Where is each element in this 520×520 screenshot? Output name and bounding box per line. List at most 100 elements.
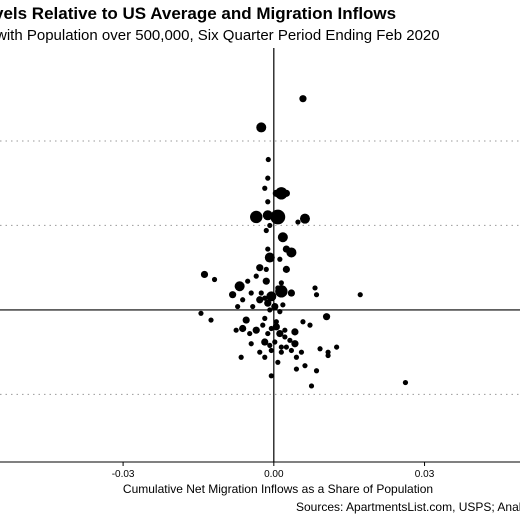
x-tick-label-0: -0.03 <box>112 469 135 480</box>
scatter-point-43 <box>256 296 264 304</box>
scatter-point-26 <box>245 278 251 284</box>
scatter-point-91 <box>293 354 300 360</box>
scatter-point-38 <box>266 291 277 302</box>
chart-title: vels Relative to US Average and Migratio… <box>0 4 397 23</box>
scatter-point-16 <box>277 232 288 243</box>
scatter-point-58 <box>322 313 331 321</box>
scatter-point-51 <box>277 309 283 315</box>
scatter-point-65 <box>282 327 288 333</box>
scatter-point-98 <box>308 383 315 389</box>
scatter-point-89 <box>238 354 244 360</box>
scatter-points <box>198 95 409 389</box>
scatter-point-80 <box>268 347 274 354</box>
scatter-point-55 <box>208 317 214 323</box>
scatter-point-19 <box>265 246 271 252</box>
scatter-point-34 <box>248 290 254 296</box>
scatter-point-75 <box>248 341 254 347</box>
scatter-point-1 <box>256 122 267 133</box>
scatter-point-63 <box>252 326 260 334</box>
scatter-point-53 <box>242 316 250 324</box>
scatter-point-85 <box>278 349 284 355</box>
chart-subtitle: with Population over 500,000, Six Quarte… <box>0 27 440 44</box>
scatter-point-88 <box>325 352 331 359</box>
scatter-point-7 <box>265 199 271 205</box>
scatter-point-4 <box>262 185 268 191</box>
scatter-point-44 <box>240 297 246 303</box>
scatter-point-42 <box>357 292 363 298</box>
scatter-point-77 <box>267 342 273 349</box>
scatter-point-22 <box>256 264 264 272</box>
x-tick-label-1: 0.00 <box>264 469 284 480</box>
scatter-point-33 <box>275 285 281 291</box>
scatter-point-60 <box>272 323 280 331</box>
scatter-point-15 <box>263 227 269 234</box>
scatter-point-78 <box>278 344 284 350</box>
scatter-point-21 <box>277 256 283 262</box>
scatter-point-20 <box>264 252 275 263</box>
scatter-point-10 <box>250 210 263 224</box>
scatter-point-46 <box>280 302 286 308</box>
y-gridlines <box>0 140 520 395</box>
scatter-point-31 <box>234 281 245 292</box>
scatter-point-41 <box>313 292 320 298</box>
scatter-point-6 <box>275 187 288 200</box>
scatter-point-40 <box>312 285 318 291</box>
scatter-point-2 <box>265 156 271 163</box>
scatter-point-93 <box>302 363 308 369</box>
scatter-point-39 <box>262 295 268 301</box>
scatter-point-76 <box>291 340 299 348</box>
x-axis-label: Cumulative Net Migration Inflows as a Sh… <box>122 482 434 496</box>
scatter-point-71 <box>282 334 288 340</box>
scatter-point-86 <box>298 349 305 355</box>
scatter-point-9 <box>270 209 286 225</box>
scatter-point-81 <box>334 344 340 350</box>
scatter-point-8 <box>282 189 290 197</box>
scatter-point-28 <box>200 270 209 279</box>
scatter-point-27 <box>262 277 270 285</box>
scatter-point-95 <box>313 368 320 374</box>
scatter-point-82 <box>317 346 323 352</box>
scatter-point-73 <box>261 338 269 346</box>
scatter-point-70 <box>247 330 253 337</box>
scatter-point-36 <box>287 289 296 297</box>
scatter-point-25 <box>253 273 259 279</box>
scatter-point-72 <box>287 337 293 343</box>
scatter-point-57 <box>300 319 306 325</box>
scatter-point-62 <box>239 324 247 333</box>
scatter-point-79 <box>283 344 289 350</box>
scatter-point-49 <box>235 303 241 310</box>
scatter-point-94 <box>293 366 300 372</box>
scatter-point-92 <box>275 359 281 365</box>
scatter-point-66 <box>233 327 239 333</box>
scatter-point-56 <box>273 319 279 325</box>
scatter-point-45 <box>264 299 272 307</box>
scatter-point-0 <box>299 95 307 103</box>
scatter-point-18 <box>282 245 290 253</box>
scatter-point-3 <box>265 175 271 181</box>
x-axis-ticks: -0.03 0.00 0.03 <box>112 462 435 480</box>
scatter-point-37 <box>229 291 237 299</box>
scatter-point-61 <box>260 322 266 328</box>
scatter-point-84 <box>257 349 263 355</box>
scatter-point-47 <box>250 303 256 310</box>
scatter-point-30 <box>278 280 284 286</box>
scatter-point-96 <box>268 373 274 379</box>
scatter-point-52 <box>198 310 204 316</box>
scatter-point-14 <box>267 222 273 229</box>
scatter-point-24 <box>282 265 290 273</box>
scatter-point-59 <box>307 322 313 328</box>
scatter-point-48 <box>271 302 279 311</box>
source-note: Sources: ApartmentsList.com, USPS; Analy <box>296 500 520 514</box>
scatter-point-90 <box>262 354 268 360</box>
scatter-point-74 <box>272 339 278 345</box>
scatter-point-67 <box>291 328 299 336</box>
scatter-point-12 <box>299 213 310 224</box>
scatter-point-13 <box>295 219 301 225</box>
scatter-point-35 <box>258 290 264 296</box>
scatter-point-50 <box>267 307 273 313</box>
scatter-point-54 <box>262 315 268 321</box>
scatter-point-23 <box>263 266 269 272</box>
scatter-point-11 <box>262 210 273 221</box>
scatter-point-68 <box>276 329 284 338</box>
